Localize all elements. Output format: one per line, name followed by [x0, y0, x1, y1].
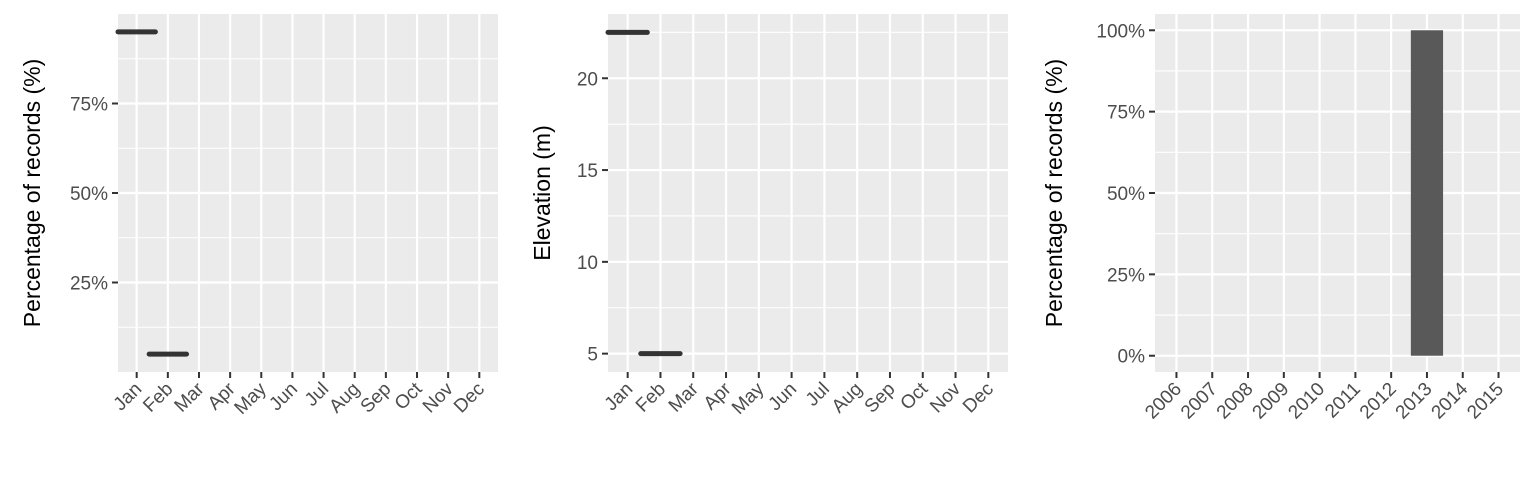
y-tick-label: 20	[577, 69, 598, 90]
x-tick-label: May	[728, 378, 769, 419]
x-tick-label: Aug	[828, 379, 867, 418]
x-tick-label: May	[231, 378, 272, 419]
x-tick-label: 2008	[1213, 379, 1258, 424]
x-tick-label: 2010	[1284, 379, 1329, 424]
y-tick-label: 15	[577, 161, 598, 182]
y-tick-label: 75%	[1107, 103, 1145, 124]
x-tick-label: Oct	[391, 378, 427, 414]
x-tick-label: 2013	[1392, 379, 1437, 424]
y-tick-label: 0%	[1118, 347, 1146, 368]
x-tick-label: Apr	[700, 378, 736, 414]
x-tick-label: Jan	[601, 379, 638, 416]
x-tick-label: Nov	[419, 378, 458, 417]
y-tick-label: 50%	[70, 184, 108, 205]
x-tick-label: Dec	[450, 379, 489, 418]
y-tick-label: 5	[587, 345, 598, 366]
x-tick-label: 2012	[1356, 379, 1401, 424]
x-tick-label: 2014	[1428, 378, 1473, 423]
y-axis-title: Percentage of records (%)	[19, 59, 45, 327]
x-tick-label: Jan	[110, 379, 147, 416]
x-tick-label: Nov	[926, 378, 965, 417]
y-tick-label: 50%	[1107, 184, 1145, 205]
x-tick-label: Jun	[265, 379, 302, 416]
y-tick-label: 75%	[70, 95, 108, 116]
x-tick-label: Mar	[665, 378, 703, 416]
y-tick-label: 25%	[70, 274, 108, 295]
x-tick-label: 2007	[1177, 379, 1222, 424]
x-tick-label: Feb	[632, 379, 670, 417]
x-tick-label: Sep	[357, 379, 396, 418]
x-tick-label: Jun	[765, 379, 802, 416]
x-tick-label: Mar	[171, 378, 209, 416]
x-tick-label: 2009	[1249, 379, 1294, 424]
x-tick-label: Aug	[325, 379, 364, 418]
x-tick-label: Jul	[802, 379, 834, 411]
chart-panel-3: 0%25%50%75%100%2006200720082009201020112…	[1041, 14, 1520, 423]
panel-background	[608, 14, 1008, 372]
x-tick-label: Oct	[897, 378, 933, 414]
bar-2013	[1410, 30, 1444, 356]
y-axis-title: Elevation (m)	[529, 125, 555, 260]
x-tick-label: Sep	[861, 379, 900, 418]
y-axis-title: Percentage of records (%)	[1041, 59, 1067, 327]
x-tick-label: Feb	[139, 379, 177, 417]
x-tick-label: 2015	[1463, 379, 1508, 424]
y-tick-label: 100%	[1096, 21, 1145, 42]
x-tick-label: Dec	[959, 379, 998, 418]
x-tick-label: 2011	[1321, 379, 1365, 423]
y-tick-label: 25%	[1107, 265, 1145, 286]
x-tick-label: 2006	[1141, 379, 1186, 424]
y-tick-label: 10	[577, 253, 598, 274]
